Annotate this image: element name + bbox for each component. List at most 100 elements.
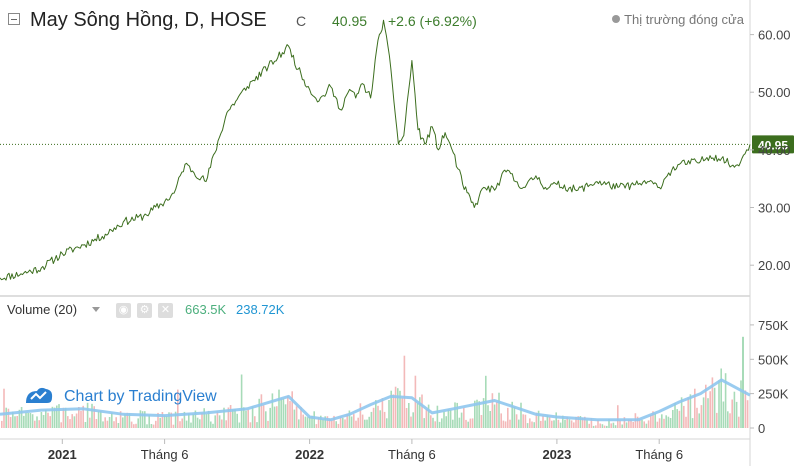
volume-bar (531, 421, 533, 428)
volume-bar (313, 411, 315, 428)
volume-bar (513, 406, 516, 428)
volume-bar (177, 389, 179, 428)
volume-bar (441, 418, 443, 428)
volume-bar (117, 423, 120, 428)
volume-bar (36, 416, 38, 428)
volume-bar (262, 405, 265, 428)
volume-bar (1, 420, 3, 428)
volume-bar (564, 419, 566, 428)
volume-bar (447, 409, 450, 428)
time-tick-label: 2023 (542, 447, 571, 462)
volume-bar (232, 409, 234, 428)
volume-bar (526, 423, 529, 428)
volume-bar (291, 391, 293, 428)
volume-bar (427, 404, 430, 428)
volume-bar (67, 416, 69, 428)
gear-icon[interactable]: ⚙ (137, 303, 152, 318)
volume-bar (694, 388, 696, 428)
volume-bar (720, 368, 722, 428)
volume-bar (75, 413, 78, 428)
volume-bar (192, 414, 194, 428)
volume-tick-label: 500K (758, 352, 789, 367)
volume-bar (227, 407, 230, 428)
volume-bar (309, 416, 311, 428)
volume-bar (368, 416, 370, 428)
time-tick-label: Tháng 6 (635, 447, 683, 462)
volume-bar (421, 394, 423, 428)
volume-bar (724, 373, 727, 428)
volume-bar (423, 418, 425, 428)
volume-bar (97, 411, 100, 428)
volume-bar (355, 420, 357, 428)
collapse-icon[interactable] (8, 13, 20, 25)
volume-bar (474, 400, 476, 428)
volume-bar (234, 409, 236, 428)
volume-bar (518, 419, 520, 428)
volume-bar (102, 421, 104, 428)
volume-bar (27, 412, 29, 428)
volume-bar (647, 420, 650, 428)
volume-bar (504, 421, 507, 428)
volume-bar (458, 417, 461, 428)
volume-bar (553, 420, 555, 428)
volume-bar (366, 419, 368, 428)
volume-bar (119, 411, 122, 428)
volume-bar (463, 408, 465, 428)
volume-bar (577, 416, 579, 428)
volume-bar (520, 402, 522, 428)
volume-bar (157, 412, 159, 428)
volume-bar (115, 417, 117, 428)
close-icon[interactable]: ✕ (158, 303, 173, 318)
tradingview-watermark[interactable]: Chart by TradingView (24, 385, 217, 406)
volume-bar (289, 401, 291, 428)
volume-bar (126, 412, 128, 428)
volume-bar (342, 417, 344, 428)
volume-bar (680, 397, 683, 428)
volume-bar (251, 406, 254, 428)
volume-bar (588, 423, 590, 428)
price-series (0, 19, 751, 281)
volume-bar (696, 407, 698, 428)
time-tick-label: Tháng 6 (388, 447, 436, 462)
volume-bar (551, 420, 553, 428)
volume-bar (170, 412, 172, 428)
volume-bar (524, 414, 527, 428)
volume-bar (480, 415, 483, 428)
volume-bar (599, 423, 601, 428)
volume-label[interactable]: Volume (20) (7, 302, 78, 317)
eye-icon[interactable]: ◉ (116, 303, 131, 318)
volume-bar (665, 415, 667, 428)
volume-bar (256, 422, 258, 428)
volume-bar (674, 402, 676, 428)
volume-bar (64, 407, 67, 428)
volume-bar (201, 413, 203, 428)
volume-bar (280, 398, 282, 428)
volume-bar (212, 423, 214, 428)
volume-bar (377, 405, 379, 428)
volume-bar (546, 415, 549, 428)
volume-bar (581, 417, 584, 428)
volume-bar (3, 388, 5, 428)
volume-bar (69, 419, 71, 428)
volume-bar (401, 398, 403, 428)
volume-bar (203, 408, 205, 428)
time-tick-label: 2022 (295, 447, 324, 462)
volume-bar (205, 414, 208, 428)
symbol-title[interactable]: May Sông Hồng, D, HOSE (30, 9, 267, 31)
volume-bar (216, 411, 219, 428)
volume-bar (326, 416, 329, 428)
volume-bar (104, 417, 106, 428)
volume-bar (397, 388, 399, 428)
volume-tick-label: 0 (758, 421, 765, 436)
chevron-down-icon[interactable] (92, 307, 100, 312)
volume-bar-last (742, 336, 744, 428)
volume-bar (18, 409, 21, 428)
volume-bar (482, 398, 485, 428)
volume-bar (471, 418, 474, 428)
volume-bar (269, 407, 271, 428)
volume-bar (702, 397, 705, 428)
price-tick-label: 20.00 (758, 258, 791, 273)
volume-bar (595, 425, 597, 428)
